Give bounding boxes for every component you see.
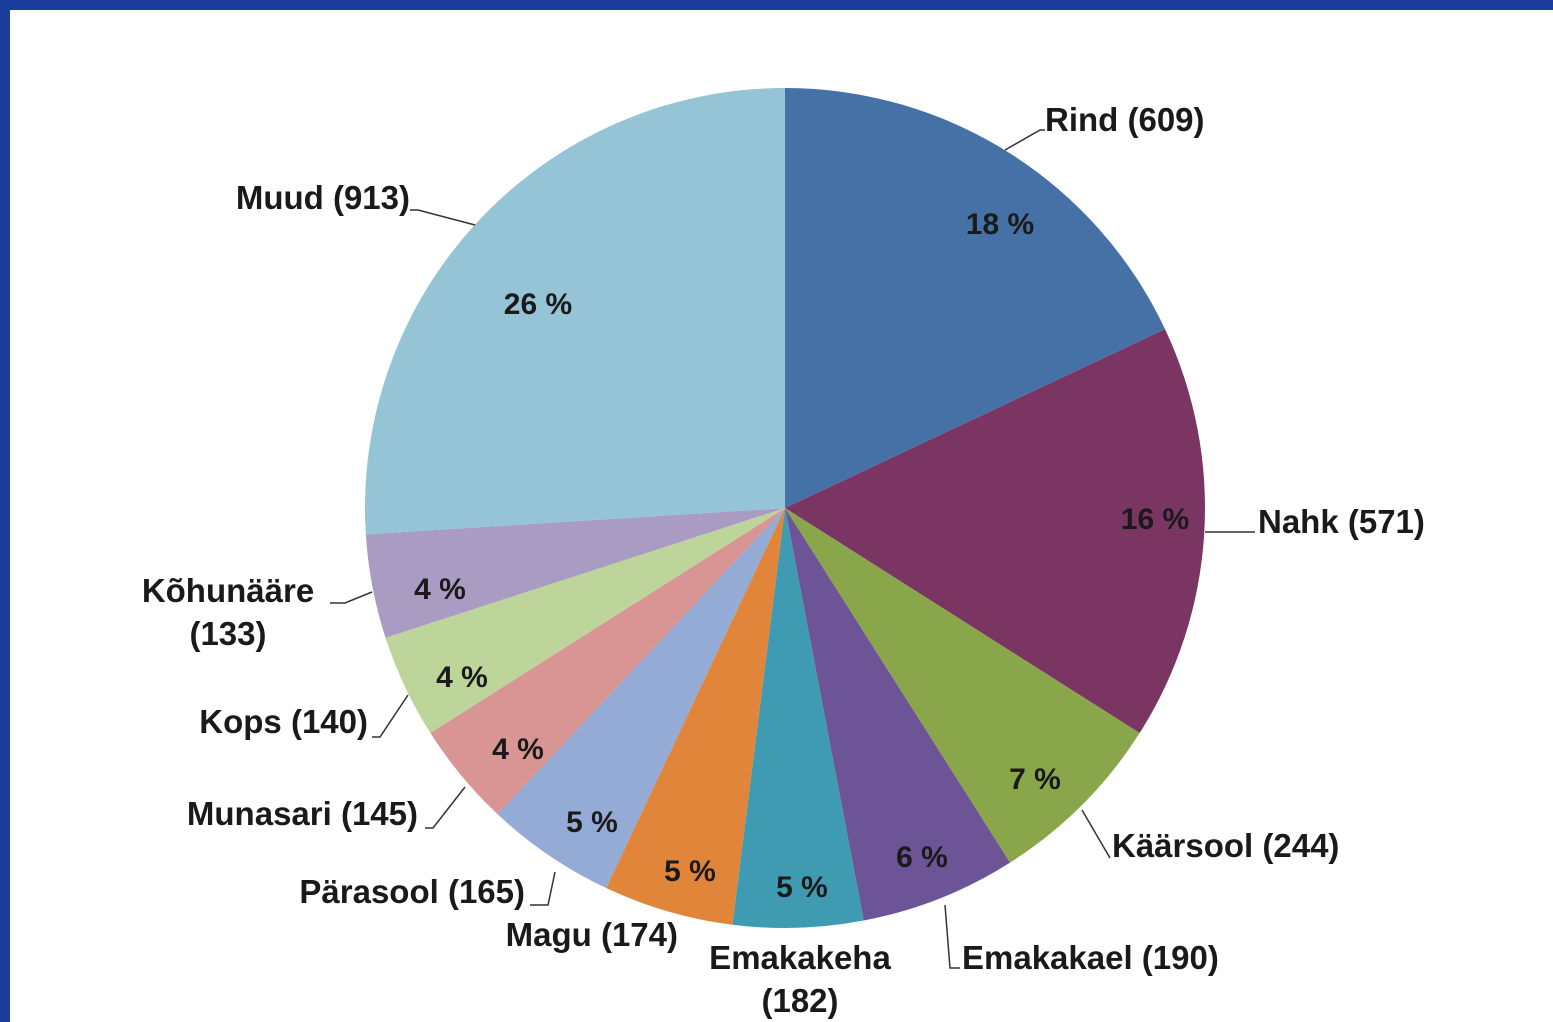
pie-slice [385, 508, 785, 734]
leader-line [425, 786, 466, 829]
data-label: 7 % [1009, 763, 1061, 796]
pie-slice [785, 88, 1166, 508]
pie-slice [430, 508, 785, 815]
data-label: 5 % [776, 871, 828, 904]
data-label: 4 % [436, 661, 488, 694]
data-label: 4 % [492, 733, 544, 766]
leader-line [410, 209, 476, 226]
leader-line [1004, 129, 1045, 151]
slice-label: Nahk (571) [1258, 503, 1425, 540]
data-label: 16 % [1120, 503, 1190, 536]
data-label: 6 % [896, 841, 948, 874]
pie-slice [732, 508, 864, 928]
data-label: 5 % [566, 806, 618, 839]
slice-label: Emakakael (190) [962, 939, 1219, 976]
leader-line [372, 694, 409, 738]
slice-label: Muud (913) [235, 179, 410, 216]
leader-line [1081, 809, 1111, 859]
pie-slice [497, 508, 785, 889]
leader-line [944, 904, 960, 969]
slice-label: Magu (174) [505, 916, 678, 953]
slice-label: Emakakeha (182) [709, 939, 891, 1019]
pie-slice [606, 508, 785, 925]
data-label: 26 % [503, 288, 573, 321]
leader-line [530, 871, 556, 906]
data-label: 18 % [965, 208, 1035, 241]
leader-line [330, 591, 373, 604]
data-label: 5 % [664, 855, 716, 888]
data-label: 4 % [414, 573, 466, 606]
slice-label: Kõhunääre (133) [141, 572, 315, 652]
pie-slice [785, 508, 1011, 921]
slice-label: Kops (140) [199, 703, 368, 740]
pie-slice [365, 508, 785, 638]
pie-slice [365, 88, 785, 535]
slice-label: Munasari (145) [186, 795, 418, 832]
pie-slice [785, 508, 1140, 863]
slice-label: Pärasool (165) [299, 873, 525, 910]
slice-label: Rind (609) [1045, 101, 1205, 138]
slice-label: Käärsool (244) [1112, 827, 1340, 864]
pie-slice [785, 329, 1205, 734]
